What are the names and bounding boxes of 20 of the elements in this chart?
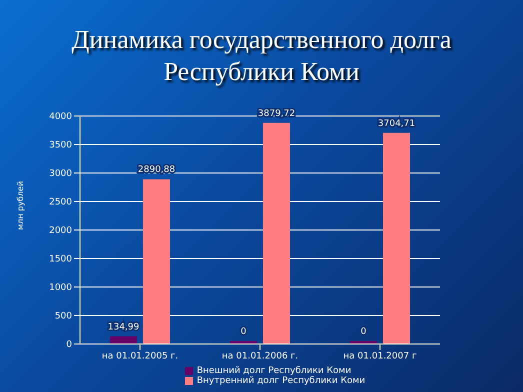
legend-label: Внутренний долг Республики Коми [196, 376, 366, 386]
y-tick-label: 3500 [49, 140, 72, 151]
chart-title: Динамика государственного долга Республики Коми [70, 24, 452, 88]
y-tick-label: 3000 [49, 169, 72, 180]
data-label: 134,99 [108, 322, 140, 332]
y-tick-label: 2000 [49, 226, 72, 236]
x-tick-label: на 01.01.2007 г [343, 351, 417, 362]
y-axis-title: млн рублей [16, 181, 25, 230]
y-tick-label: 1000 [49, 283, 72, 294]
y-tick-label: 4000 [49, 112, 72, 122]
x-tick-label: на 01.01.2005 г. [102, 351, 178, 362]
y-tick-label: 500 [54, 312, 72, 322]
y-tick-label: 0 [66, 340, 72, 350]
data-label: 0 [360, 327, 367, 337]
legend-label: Внешний долг Республики Коми [196, 366, 352, 376]
y-tick-label: 2500 [49, 198, 72, 208]
x-tick-label: на 01.01.2006 г. [222, 351, 298, 362]
data-label: 3704,71 [378, 118, 416, 129]
data-label: 0 [240, 327, 247, 337]
y-tick-label: 1500 [49, 254, 72, 265]
